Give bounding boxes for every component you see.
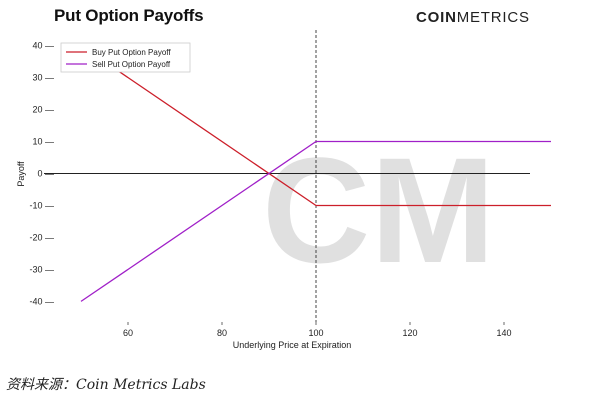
y-tick-label: -10 — [29,200,54,210]
y-axis-label: Payoff [16,161,26,187]
y-tick-label: 40 — [32,41,54,51]
logo-bold-text: COIN [416,9,457,26]
y-tick-label: 0 — [37,169,54,179]
y-tick-label: 10 — [32,137,54,147]
legend-label: Sell Put Option Payoff [92,60,171,69]
x-tick-label: 60 [123,328,133,338]
series-line-buy-put [80,45,551,207]
x-tick-label: 100 [308,328,323,338]
coin-metrics-logo: COINMETRICS [416,9,530,26]
series-line-sell-put [80,140,551,302]
x-axis-label: Underlying Price at Expiration [233,340,352,350]
x-tick-label: 80 [217,328,227,338]
logo-light-text: METRICS [456,9,530,26]
chart-title: Put Option Payoffs [54,6,204,25]
y-tick-label: 20 — [32,105,54,115]
series-lines [80,45,551,302]
y-tick-label: -30 — [29,264,54,274]
watermark-text: CM [262,126,495,294]
legend-label: Buy Put Option Payoff [92,48,171,57]
y-tick-label: 30 — [32,73,54,83]
legend-box [60,42,191,73]
x-tick-label: 120 [402,328,417,338]
source-caption: 资料来源：Coin Metrics Labs [6,377,206,393]
x-tick-label: 140 [496,328,511,338]
y-tick-label: -20 — [29,232,54,242]
watermark: CM [262,126,495,294]
y-tick-label: -40 — [29,296,54,306]
legend: Buy Put Option Payoff Sell Put Option Pay… [60,42,191,73]
axes: 40 — 30 — 20 — 10 — 0 — -10 — -20 — -30 — -40 — 6… [29,30,530,338]
